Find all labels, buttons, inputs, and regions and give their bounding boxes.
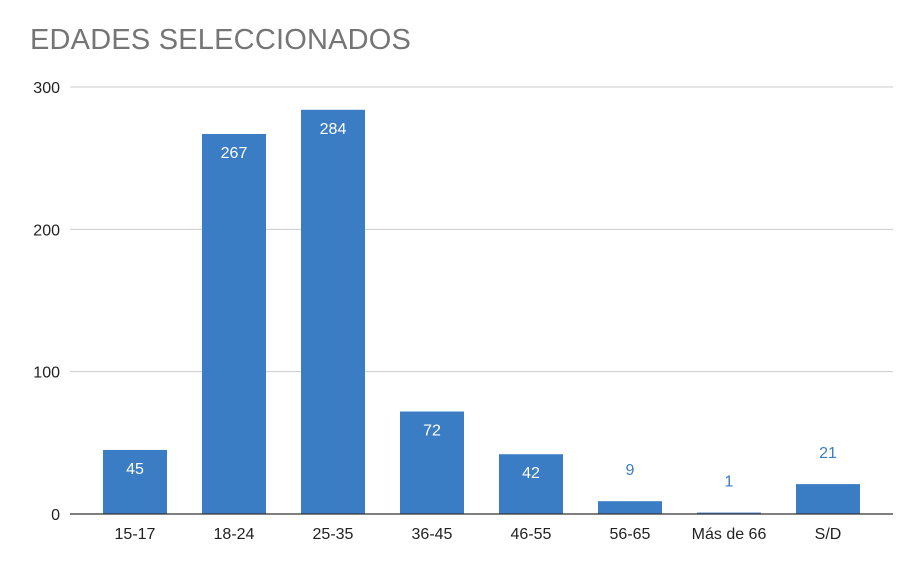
data-label: 1 [725,474,734,491]
y-tick-label: 200 [33,222,60,239]
bar [400,411,464,514]
y-tick-label: 300 [33,80,60,97]
x-tick-label: 46-55 [511,526,552,543]
chart-title: EDADES SELECCIONADOS [30,24,412,56]
data-label: 42 [522,465,540,482]
data-label: 267 [221,145,248,162]
bar [103,449,167,514]
data-label: 284 [320,121,347,138]
x-tick-label: 56-65 [610,526,651,543]
x-tick-label: 15-17 [115,526,156,543]
x-tick-label: Más de 66 [692,526,767,543]
data-label: 72 [423,423,441,440]
bar [301,109,365,515]
y-tick-label: 0 [51,507,60,524]
data-label: 45 [126,461,144,478]
data-label: 9 [626,462,635,479]
bar [202,133,266,514]
x-tick-label: 25-35 [313,526,354,543]
bar [499,454,563,514]
y-tick-label: 100 [33,365,60,382]
x-tick-label: 18-24 [214,526,255,543]
bar [598,501,662,514]
x-tick-label: S/D [815,526,842,543]
bar [697,512,761,514]
bar [796,484,860,514]
x-tick-label: 36-45 [412,526,453,543]
data-label: 21 [819,445,837,462]
